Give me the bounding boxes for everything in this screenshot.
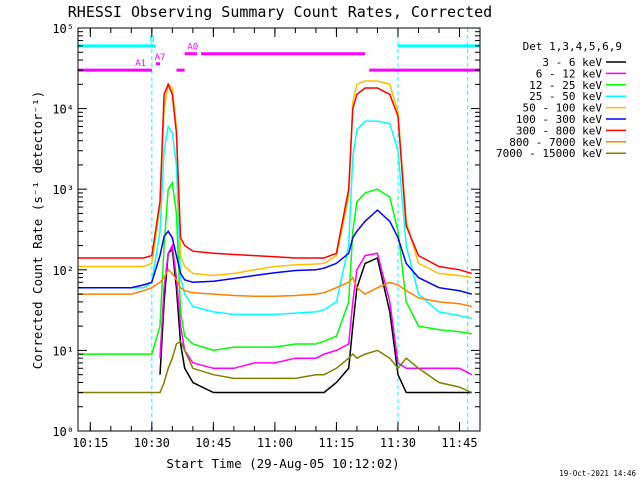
legend-label: 50 - 100 keV bbox=[523, 102, 603, 115]
legend-label: 12 - 25 keV bbox=[529, 79, 602, 92]
x-axis: 10:15 10:30 10:45 11:00 11:15 11:30 11:45 bbox=[72, 28, 481, 450]
legend-label: 6 - 12 keV bbox=[536, 67, 603, 80]
legend-label: 800 - 7000 keV bbox=[509, 136, 602, 149]
series-line bbox=[78, 82, 473, 275]
legend-label: 25 - 50 keV bbox=[529, 90, 602, 103]
x-tick-label: 11:45 bbox=[441, 436, 477, 450]
x-tick-label: 10:30 bbox=[134, 436, 170, 450]
legend-label: 300 - 800 keV bbox=[516, 124, 602, 137]
attenuator-label: A1 bbox=[135, 59, 146, 69]
series-line bbox=[159, 247, 472, 394]
y-tick-label: 10¹ bbox=[52, 344, 74, 358]
series-line bbox=[159, 243, 473, 376]
attenuator-state-bars: N A0 A1 A7 bbox=[78, 35, 480, 72]
series-layer bbox=[78, 80, 473, 394]
plot-frame bbox=[77, 27, 481, 432]
x-tick-label: 11:15 bbox=[318, 436, 354, 450]
y-axis: 10⁰ 10¹ 10² 10³ 10⁴ 10⁵ bbox=[52, 22, 480, 439]
y-tick-label: 10² bbox=[52, 264, 74, 278]
legend-title: Det 1,3,4,5,6,9 bbox=[523, 40, 622, 53]
y-tick-label: 10³ bbox=[52, 183, 74, 197]
legend-label: 7000 - 15000 keV bbox=[496, 147, 602, 160]
y-tick-label: 10⁰ bbox=[52, 425, 74, 439]
series-line bbox=[78, 340, 473, 394]
attenuator-label: N bbox=[149, 35, 154, 45]
x-tick-label: 10:15 bbox=[72, 436, 108, 450]
plot-area: N A0 A1 A7 bbox=[77, 27, 481, 432]
y-axis-label: Corrected Count Rate (s⁻¹ detector⁻¹) bbox=[30, 91, 45, 369]
series-line bbox=[78, 209, 472, 295]
x-tick-label: 10:45 bbox=[195, 436, 231, 450]
series-line bbox=[78, 120, 472, 320]
y-tick-label: 10⁴ bbox=[52, 103, 74, 117]
footer-timestamp: 19-Oct-2021 14:46 bbox=[559, 469, 636, 478]
attenuator-label: A7 bbox=[155, 53, 166, 63]
series-line bbox=[78, 180, 472, 355]
y-tick-label: 10⁵ bbox=[52, 22, 74, 36]
legend-label: 100 - 300 keV bbox=[516, 113, 602, 126]
attenuator-label: A0 bbox=[187, 43, 198, 53]
x-axis-label: Start Time (29-Aug-05 10:12:02) bbox=[166, 456, 399, 471]
chart-title: RHESSI Observing Summary Count Rates, Co… bbox=[68, 3, 492, 21]
series-line bbox=[78, 80, 472, 279]
x-tick-label: 11:00 bbox=[257, 436, 293, 450]
legend-label: 3 - 6 keV bbox=[542, 56, 602, 69]
series-line bbox=[78, 268, 472, 308]
x-tick-label: 11:30 bbox=[380, 436, 416, 450]
